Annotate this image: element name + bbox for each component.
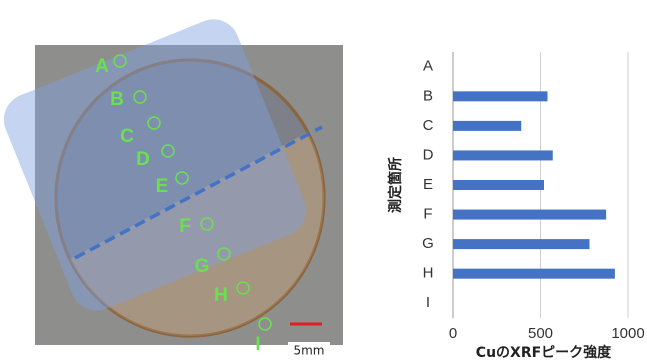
point-label: B — [110, 89, 124, 110]
bar — [453, 121, 521, 131]
y-axis-title: 測定箇所 — [387, 157, 404, 213]
bar — [453, 269, 615, 279]
x-tick-label: 1000 — [611, 325, 644, 342]
bar — [453, 239, 590, 249]
y-tick-label: C — [423, 117, 434, 134]
y-tick-label: D — [423, 146, 434, 163]
x-axis-title: CuのXRFピーク強度 — [476, 344, 612, 361]
y-tick-label: H — [423, 265, 434, 282]
y-tick-label: F — [423, 206, 432, 223]
y-tick-label: A — [423, 58, 433, 75]
point-label: D — [136, 149, 150, 170]
y-tick-label: E — [423, 176, 433, 193]
y-tick-label: G — [422, 235, 434, 252]
bar — [453, 91, 548, 101]
x-tick-label: 500 — [528, 325, 553, 342]
bar — [453, 180, 544, 190]
bar — [453, 210, 606, 220]
point-label: C — [120, 126, 134, 147]
y-tick-label: B — [423, 87, 433, 104]
y-tick-label: I — [426, 294, 430, 311]
point-label: E — [156, 176, 169, 197]
point-label: F — [179, 216, 191, 237]
x-tick-label: 0 — [449, 325, 457, 342]
figure: 5mm ABCDEFGHI 05001000ABCDEFGHICuのXRFピーク… — [0, 0, 647, 363]
bar — [453, 150, 553, 160]
point-label: G — [195, 256, 210, 277]
point-label: H — [214, 285, 228, 306]
point-label: I — [255, 334, 260, 355]
point-label: A — [95, 56, 109, 77]
scale-label: 5mm — [293, 344, 324, 358]
